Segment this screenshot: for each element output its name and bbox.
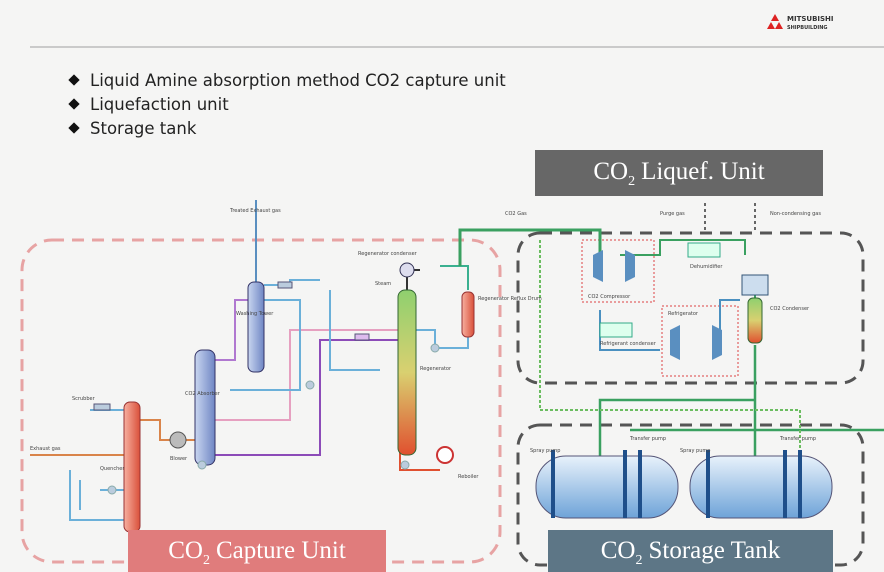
logo-text: MITSUBISHI bbox=[787, 15, 834, 23]
washing-tower bbox=[248, 282, 264, 372]
logo: MITSUBISHI SHIPBUILDING bbox=[767, 14, 834, 31]
label: Non-condensing gas bbox=[770, 211, 821, 217]
bullet: Storage tank bbox=[68, 119, 196, 138]
label: Scrubber bbox=[72, 396, 96, 402]
label: Steam bbox=[375, 281, 391, 287]
label: Purge gas bbox=[660, 211, 685, 217]
section-label: CO2 Capture Unit bbox=[128, 530, 386, 572]
label: CO2 Condenser bbox=[770, 306, 810, 312]
label-text: Storage Tank bbox=[648, 537, 780, 564]
subscript: 2 bbox=[628, 174, 635, 189]
heat-exchanger bbox=[355, 334, 369, 340]
section-label: CO2 Liquef. Unit bbox=[535, 150, 823, 196]
label: Quencher bbox=[100, 466, 125, 472]
absorber bbox=[195, 350, 215, 465]
label: Refrigerant condenser bbox=[600, 341, 657, 347]
logo-text: SHIPBUILDING bbox=[787, 25, 828, 31]
label: CO2 Compressor bbox=[588, 294, 631, 300]
label: Treated Exhaust gas bbox=[229, 208, 281, 214]
compressor-box bbox=[582, 240, 654, 302]
label: Dehumidifier bbox=[690, 264, 723, 270]
condenser bbox=[400, 263, 414, 277]
scrubber bbox=[94, 404, 110, 410]
co2-tank bbox=[748, 298, 762, 343]
label: Transfer pump bbox=[779, 436, 816, 442]
label-text: CO bbox=[601, 537, 636, 564]
refrigerator bbox=[670, 325, 680, 360]
quencher bbox=[124, 402, 140, 532]
label: Exhaust gas bbox=[30, 446, 61, 452]
label: Spray pump bbox=[530, 448, 560, 454]
refrigerator bbox=[712, 325, 722, 360]
label: Transfer pump bbox=[629, 436, 666, 442]
regenerator bbox=[398, 290, 416, 455]
label: Washing Tower bbox=[236, 311, 274, 317]
slide: MITSUBISHI SHIPBUILDING Treated Exhaust … bbox=[0, 0, 884, 572]
label: Regenerator bbox=[420, 366, 452, 372]
co2-condenser bbox=[742, 275, 768, 295]
label: Reboiler bbox=[458, 474, 479, 480]
storage-tank bbox=[536, 456, 678, 518]
label: Blower bbox=[170, 456, 188, 462]
bullet: Liquefaction unit bbox=[68, 95, 229, 114]
label: Spray pump bbox=[680, 448, 710, 454]
subscript: 2 bbox=[203, 553, 210, 568]
compressor bbox=[625, 250, 635, 282]
subscript: 2 bbox=[635, 553, 642, 568]
label-text: Capture Unit bbox=[216, 537, 346, 564]
refrigerant-condenser bbox=[600, 323, 632, 337]
reflux-drum bbox=[462, 292, 474, 337]
bullet: Liquid Amine absorption method CO2 captu… bbox=[68, 71, 506, 90]
bullet-text: Storage tank bbox=[90, 119, 196, 138]
storage-tank bbox=[690, 456, 832, 518]
label: CO2 Absorber bbox=[185, 391, 221, 397]
label: Refrigerator bbox=[668, 311, 699, 317]
label: CO2 Gas bbox=[505, 211, 527, 217]
label: Regenerator Reflux Drum bbox=[478, 296, 542, 302]
label: Regenerator condenser bbox=[358, 251, 418, 257]
blower bbox=[170, 432, 186, 448]
bullet-text: Liquefaction unit bbox=[90, 95, 229, 114]
label-text: CO bbox=[168, 537, 203, 564]
reboiler bbox=[437, 447, 453, 463]
section-label: CO2 Storage Tank bbox=[548, 530, 833, 572]
heat-exchanger bbox=[278, 282, 292, 288]
label-text: Liquef. Unit bbox=[641, 158, 765, 185]
dehumidifier bbox=[688, 243, 720, 257]
label-text: CO bbox=[593, 158, 628, 185]
bullet-text: Liquid Amine absorption method CO2 captu… bbox=[90, 71, 506, 90]
compressor bbox=[593, 250, 603, 282]
